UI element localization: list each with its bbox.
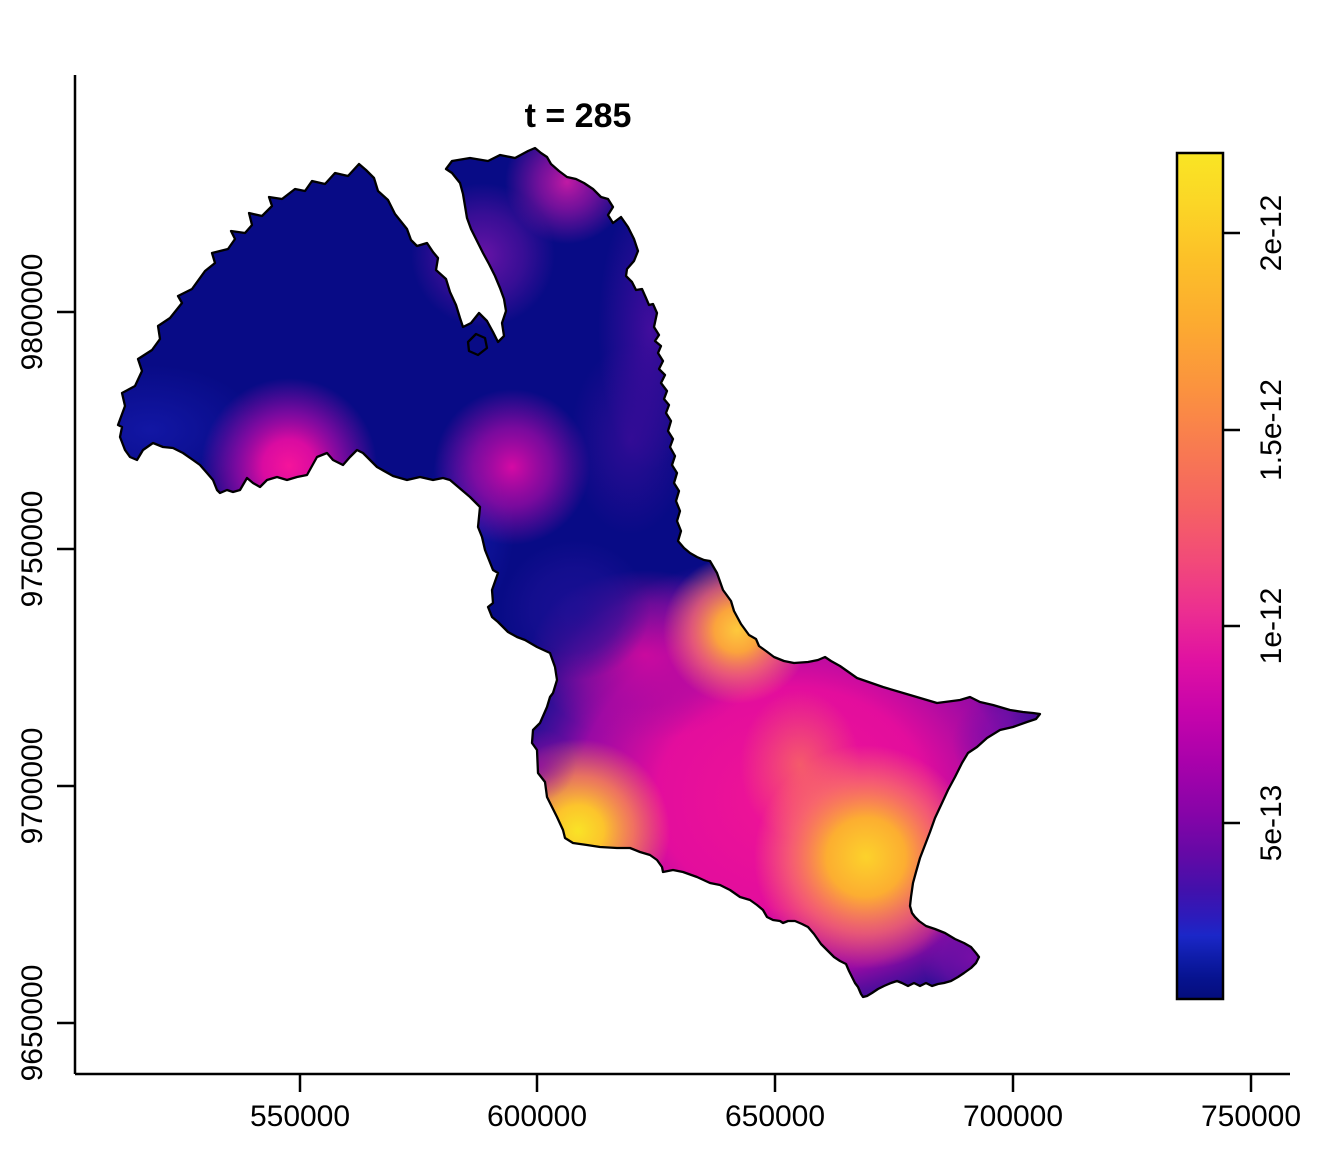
- map-region-outline: [116, 146, 1042, 999]
- y-tick-label-9750000: 9750000: [16, 490, 49, 608]
- x-tick-label-650000: 650000: [724, 1100, 826, 1133]
- islet-outline: [466, 332, 489, 357]
- colorbar-tick-label-1e-12: 1e-12: [1255, 587, 1288, 665]
- y-tick-label-9700000: 9700000: [16, 727, 49, 845]
- x-tick-label-750000: 750000: [1200, 1100, 1302, 1133]
- x-tick-label-600000: 600000: [486, 1100, 588, 1133]
- colorbar: [1175, 151, 1240, 1001]
- plot-title: t = 285: [524, 97, 632, 135]
- colorbar-gradient: [1175, 151, 1225, 1001]
- x-tick-label-700000: 700000: [962, 1100, 1064, 1133]
- heat-field: [118, 148, 1040, 997]
- axes: [57, 75, 1290, 1092]
- colorbar-tick-label-2e-12: 2e-12: [1255, 194, 1288, 272]
- colorbar-tick-label-5e-13: 5e-13: [1255, 784, 1288, 862]
- colorbar-tick-label-1.5e-12: 1.5e-12: [1255, 379, 1288, 481]
- x-tick-label-550000: 550000: [249, 1100, 351, 1133]
- y-tick-label-9650000: 9650000: [16, 964, 49, 1082]
- y-tick-label-9800000: 9800000: [16, 253, 49, 371]
